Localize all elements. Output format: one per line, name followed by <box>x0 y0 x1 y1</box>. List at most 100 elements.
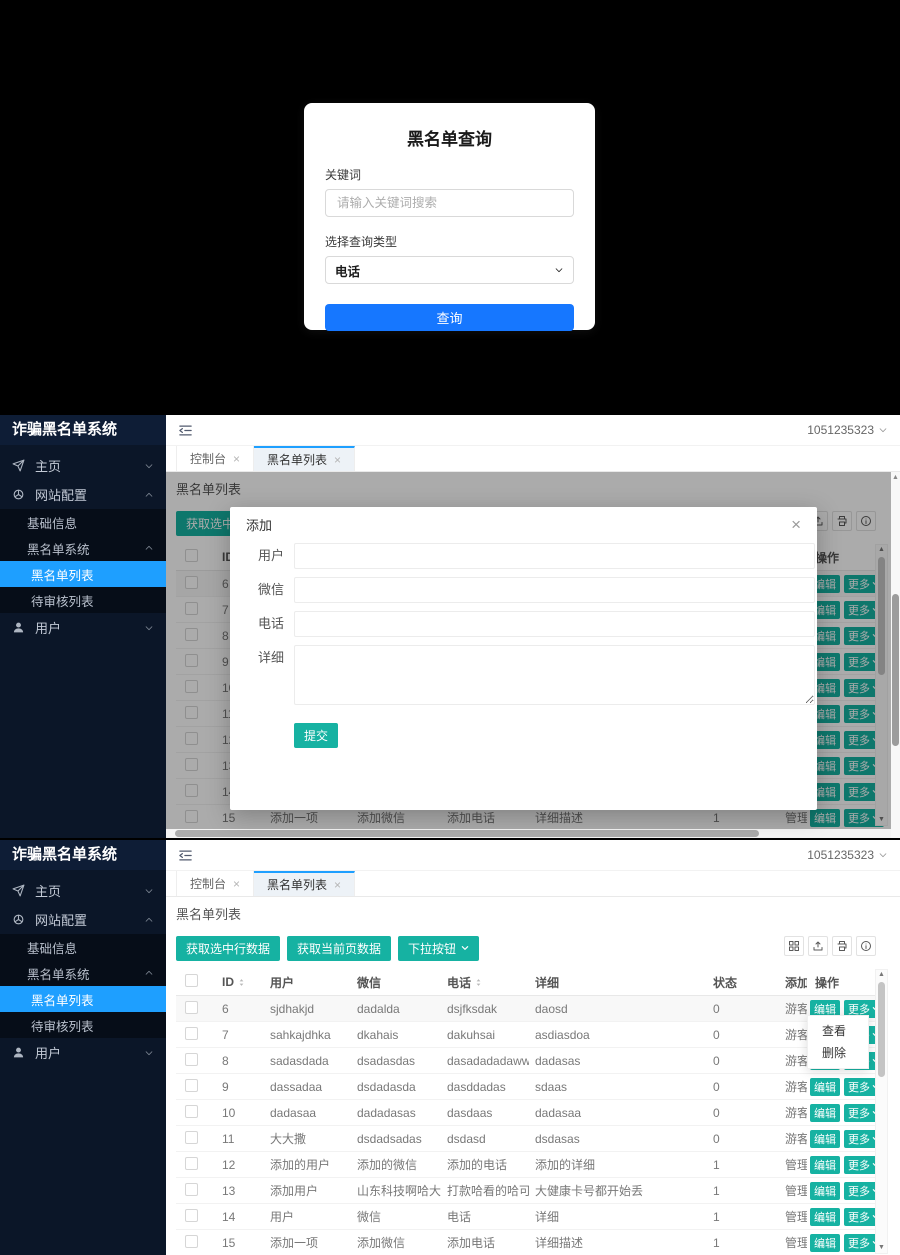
dropdown-button[interactable]: 下拉按钮 <box>398 935 480 961</box>
keyword-input[interactable] <box>335 195 564 211</box>
more-button[interactable]: 更多 <box>844 756 884 775</box>
sidebar-item-basic-info[interactable]: 基础信息 <box>27 941 78 956</box>
sidebar-item-home[interactable]: 主页 <box>0 876 166 905</box>
detail-field[interactable] <box>294 645 815 705</box>
row-checkbox[interactable] <box>185 627 198 641</box>
scroll-up-arrow[interactable]: ▲ <box>892 474 899 481</box>
more-button[interactable]: 更多 <box>844 652 884 671</box>
edit-button[interactable]: 编辑 <box>810 652 840 671</box>
sidebar-item-site-config[interactable]: 网站配置 <box>0 480 166 509</box>
more-button[interactable]: 更多 <box>844 782 884 801</box>
edit-button[interactable]: 编辑 <box>810 756 840 775</box>
print-icon[interactable] <box>832 936 852 956</box>
select-all-checkbox[interactable] <box>185 549 198 562</box>
tab-console[interactable]: 控制台 × <box>176 446 255 471</box>
col-header-phone[interactable]: 电话 <box>441 974 529 991</box>
more-button[interactable]: 更多 <box>844 1181 884 1200</box>
edit-button[interactable]: 编辑 <box>810 730 840 749</box>
edit-button[interactable]: 编辑 <box>810 1129 840 1148</box>
edit-button[interactable]: 编辑 <box>810 808 840 827</box>
edit-button[interactable]: 编辑 <box>810 1077 840 1096</box>
query-type-select[interactable]: 电话 <box>325 256 574 284</box>
more-button[interactable]: 更多 <box>844 704 884 723</box>
edit-button[interactable]: 编辑 <box>810 1155 840 1174</box>
user-dropdown[interactable]: 1051235323 <box>807 848 888 862</box>
close-icon[interactable]: × <box>791 514 801 534</box>
row-checkbox[interactable] <box>185 1078 198 1092</box>
edit-button[interactable]: 编辑 <box>810 782 840 801</box>
row-checkbox[interactable] <box>185 1026 198 1040</box>
sidebar-item-blacklist[interactable]: 黑名单列表 <box>0 986 166 1012</box>
row-checkbox[interactable] <box>185 575 198 589</box>
row-checkbox[interactable] <box>185 1208 198 1222</box>
row-checkbox[interactable] <box>185 1156 198 1170</box>
query-submit-button[interactable]: 查询 <box>325 304 574 331</box>
wechat-field[interactable] <box>294 577 815 603</box>
edit-button[interactable]: 编辑 <box>810 626 840 645</box>
sidebar-item-blacklist-system[interactable]: 黑名单系统 <box>0 535 166 561</box>
print-icon[interactable] <box>832 511 852 531</box>
sidebar-item-users[interactable]: 用户 <box>0 1038 166 1067</box>
close-icon[interactable]: × <box>334 877 342 892</box>
col-header-id[interactable]: ID <box>216 975 264 989</box>
info-icon[interactable] <box>856 936 876 956</box>
row-checkbox[interactable] <box>185 601 198 615</box>
more-button[interactable]: 更多 <box>844 626 884 645</box>
sort-icon[interactable] <box>474 977 483 988</box>
phone-field[interactable] <box>294 611 815 637</box>
menu-item-view[interactable]: 查看 <box>822 1024 847 1038</box>
table-scrollbar[interactable]: ▲ ▼ <box>875 544 888 826</box>
columns-icon[interactable] <box>784 936 804 956</box>
tab-blacklist[interactable]: 黑名单列表 × <box>254 871 356 896</box>
row-checkbox[interactable] <box>185 1052 198 1066</box>
sidebar-item-basic-info[interactable]: 基础信息 <box>27 516 78 531</box>
row-checkbox[interactable] <box>185 1130 198 1144</box>
sidebar-item-pending-review[interactable]: 待审核列表 <box>31 1019 94 1034</box>
more-button[interactable]: 更多 <box>844 808 884 827</box>
more-button[interactable]: 更多 <box>844 1233 884 1252</box>
row-checkbox[interactable] <box>185 1234 198 1248</box>
close-icon[interactable]: × <box>334 452 342 467</box>
edit-button[interactable]: 编辑 <box>810 678 840 697</box>
scroll-down-arrow[interactable]: ▼ <box>878 1244 885 1251</box>
edit-button[interactable]: 编辑 <box>810 1103 840 1122</box>
row-checkbox[interactable] <box>185 809 198 823</box>
row-checkbox[interactable] <box>185 1104 198 1118</box>
edit-button[interactable]: 编辑 <box>810 574 840 593</box>
row-checkbox[interactable] <box>185 653 198 667</box>
collapse-sidebar-icon[interactable] <box>178 848 193 863</box>
tab-blacklist[interactable]: 黑名单列表 × <box>254 446 356 471</box>
sidebar-item-blacklist[interactable]: 黑名单列表 <box>0 561 166 587</box>
close-icon[interactable]: × <box>233 876 241 891</box>
user-field[interactable] <box>294 543 815 569</box>
sidebar-item-home[interactable]: 主页 <box>0 451 166 480</box>
row-checkbox[interactable] <box>185 731 198 745</box>
edit-button[interactable]: 编辑 <box>810 1207 840 1226</box>
page-scrollbar[interactable]: ▲ <box>891 472 900 838</box>
get-selected-rows-button[interactable]: 获取选中行数据 <box>176 935 281 961</box>
tab-console[interactable]: 控制台 × <box>176 871 255 896</box>
more-button[interactable]: 更多 <box>844 730 884 749</box>
table-scrollbar[interactable]: ▲ ▼ <box>875 969 888 1254</box>
more-button[interactable]: 更多 <box>844 999 884 1018</box>
horizontal-scrollbar[interactable] <box>166 829 891 838</box>
edit-button[interactable]: 编辑 <box>810 999 840 1018</box>
get-current-page-button[interactable]: 获取当前页数据 <box>287 935 392 961</box>
edit-button[interactable]: 编辑 <box>810 704 840 723</box>
row-checkbox[interactable] <box>185 757 198 771</box>
scroll-up-arrow[interactable]: ▲ <box>878 546 885 553</box>
edit-button[interactable]: 编辑 <box>810 1233 840 1252</box>
sort-icon[interactable] <box>237 977 246 988</box>
row-checkbox[interactable] <box>185 1182 198 1196</box>
row-checkbox[interactable] <box>185 1000 198 1014</box>
edit-button[interactable]: 编辑 <box>810 1181 840 1200</box>
more-button[interactable]: 更多 <box>844 1077 884 1096</box>
more-button[interactable]: 更多 <box>844 1207 884 1226</box>
row-checkbox[interactable] <box>185 679 198 693</box>
user-dropdown[interactable]: 1051235323 <box>807 423 888 437</box>
info-icon[interactable] <box>856 511 876 531</box>
select-all-checkbox[interactable] <box>185 974 198 987</box>
menu-item-delete[interactable]: 删除 <box>822 1046 847 1060</box>
more-button[interactable]: 更多 <box>844 574 884 593</box>
export-icon[interactable] <box>808 936 828 956</box>
